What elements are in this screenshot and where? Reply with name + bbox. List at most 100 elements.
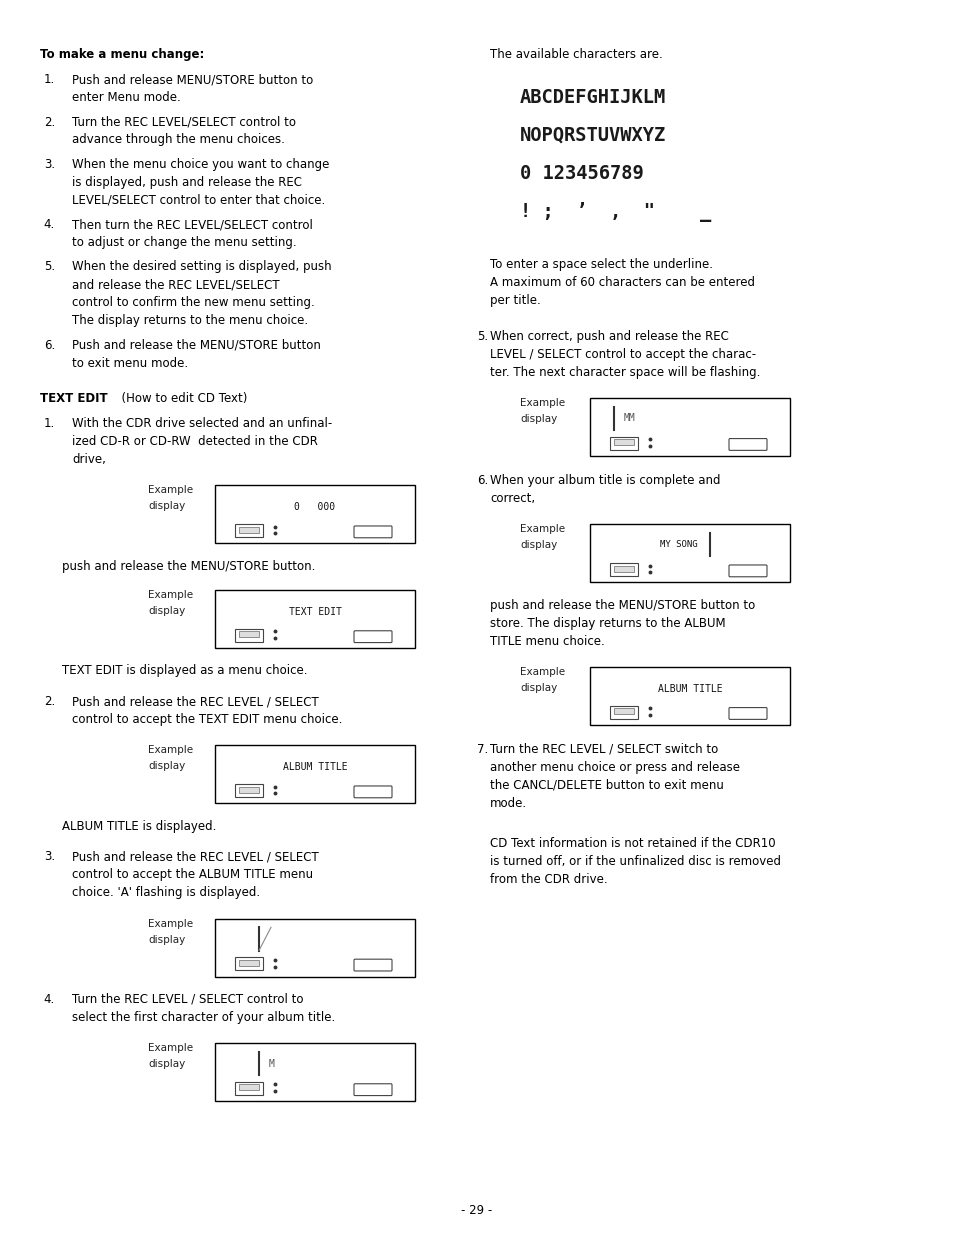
Text: Turn the REC LEVEL/SELECT control to: Turn the REC LEVEL/SELECT control to xyxy=(71,116,295,128)
Text: 5.: 5. xyxy=(476,330,488,342)
Text: the CANCL/DELETE button to exit menu: the CANCL/DELETE button to exit menu xyxy=(490,779,723,792)
Bar xyxy=(239,1084,258,1091)
Text: 4.: 4. xyxy=(44,993,55,1005)
Bar xyxy=(239,960,258,966)
Bar xyxy=(214,746,415,804)
Bar xyxy=(234,525,263,537)
Text: Then turn the REC LEVEL/SELECT control: Then turn the REC LEVEL/SELECT control xyxy=(71,219,313,231)
Text: advance through the menu choices.: advance through the menu choices. xyxy=(71,133,285,147)
Text: Push and release the MENU/STORE button: Push and release the MENU/STORE button xyxy=(71,338,320,352)
Text: 3.: 3. xyxy=(44,158,55,170)
Text: When the menu choice you want to change: When the menu choice you want to change xyxy=(71,158,329,170)
Text: display: display xyxy=(148,762,185,772)
Bar xyxy=(589,525,789,583)
Text: enter Menu mode.: enter Menu mode. xyxy=(71,91,180,104)
Text: TEXT EDIT: TEXT EDIT xyxy=(288,608,341,618)
Bar xyxy=(614,708,633,714)
Text: display: display xyxy=(148,501,185,511)
Text: ALBUM TITLE is displayed.: ALBUM TITLE is displayed. xyxy=(62,820,216,832)
Text: 6.: 6. xyxy=(476,474,488,487)
Text: 0 123456789: 0 123456789 xyxy=(519,163,643,183)
FancyBboxPatch shape xyxy=(728,564,766,577)
Text: 2.: 2. xyxy=(44,116,55,128)
Text: When the desired setting is displayed, push: When the desired setting is displayed, p… xyxy=(71,261,332,273)
Text: Example: Example xyxy=(519,525,564,535)
Text: M: M xyxy=(269,1058,274,1068)
Text: Push and release MENU/STORE button to: Push and release MENU/STORE button to xyxy=(71,73,313,86)
Text: To enter a space select the underline.: To enter a space select the underline. xyxy=(490,258,712,270)
Text: Example: Example xyxy=(519,398,564,408)
Bar xyxy=(234,1082,263,1095)
Text: 2.: 2. xyxy=(44,695,55,708)
Text: Turn the REC LEVEL / SELECT control to: Turn the REC LEVEL / SELECT control to xyxy=(71,993,303,1005)
Text: The display returns to the menu choice.: The display returns to the menu choice. xyxy=(71,315,308,327)
Text: mode.: mode. xyxy=(490,797,527,810)
Text: The available characters are.: The available characters are. xyxy=(490,48,662,61)
Text: ALBUM TITLE: ALBUM TITLE xyxy=(657,684,721,694)
Text: is displayed, push and release the REC: is displayed, push and release the REC xyxy=(71,175,302,189)
Text: to adjust or change the menu setting.: to adjust or change the menu setting. xyxy=(71,236,296,249)
Bar xyxy=(214,590,415,648)
Text: Example: Example xyxy=(148,485,193,495)
Text: ! ;  ’  ,  "    _: ! ; ’ , " _ xyxy=(519,201,711,221)
FancyBboxPatch shape xyxy=(354,526,392,537)
Text: choice. 'A' flashing is displayed.: choice. 'A' flashing is displayed. xyxy=(71,887,260,899)
Text: display: display xyxy=(148,1060,185,1070)
Text: Push and release the REC LEVEL / SELECT: Push and release the REC LEVEL / SELECT xyxy=(71,850,318,863)
Text: With the CDR drive selected and an unfinal-: With the CDR drive selected and an unfin… xyxy=(71,417,332,430)
Bar xyxy=(234,629,263,642)
FancyBboxPatch shape xyxy=(728,438,766,451)
Bar xyxy=(214,485,415,543)
Text: per title.: per title. xyxy=(490,294,540,306)
Text: 0   000: 0 000 xyxy=(294,503,335,513)
Bar xyxy=(614,440,633,445)
Text: display: display xyxy=(519,683,557,693)
Bar xyxy=(214,1044,415,1102)
Text: 5.: 5. xyxy=(44,261,55,273)
Text: A maximum of 60 characters can be entered: A maximum of 60 characters can be entere… xyxy=(490,275,754,289)
Text: When your album title is complete and: When your album title is complete and xyxy=(490,474,720,487)
Bar xyxy=(609,437,638,450)
Bar xyxy=(614,566,633,572)
Text: Example: Example xyxy=(519,667,564,677)
FancyBboxPatch shape xyxy=(354,960,392,971)
Text: Example: Example xyxy=(148,746,193,756)
Text: TITLE menu choice.: TITLE menu choice. xyxy=(490,635,604,647)
Text: is turned off, or if the unfinalized disc is removed: is turned off, or if the unfinalized dis… xyxy=(490,855,781,868)
Text: and release the REC LEVEL/SELECT: and release the REC LEVEL/SELECT xyxy=(71,278,279,291)
Text: ized CD-R or CD-RW  detected in the CDR: ized CD-R or CD-RW detected in the CDR xyxy=(71,435,317,448)
Text: drive,: drive, xyxy=(71,453,106,466)
Text: 7.: 7. xyxy=(476,743,488,756)
Bar xyxy=(239,526,258,532)
Text: LEVEL/SELECT control to enter that choice.: LEVEL/SELECT control to enter that choic… xyxy=(71,194,325,206)
Text: CD Text information is not retained if the CDR10: CD Text information is not retained if t… xyxy=(490,836,775,850)
Text: NOPQRSTUVWXYZ: NOPQRSTUVWXYZ xyxy=(519,126,665,144)
Bar xyxy=(234,784,263,797)
Bar xyxy=(239,631,258,637)
Text: display: display xyxy=(148,935,185,945)
Text: Example: Example xyxy=(148,1044,193,1053)
Text: display: display xyxy=(148,606,185,616)
Text: 4.: 4. xyxy=(44,219,55,231)
Text: to exit menu mode.: to exit menu mode. xyxy=(71,357,188,369)
Text: display: display xyxy=(519,414,557,424)
Text: ABCDEFGHIJKLM: ABCDEFGHIJKLM xyxy=(519,88,665,106)
Text: To make a menu change:: To make a menu change: xyxy=(40,48,204,61)
Text: control to accept the ALBUM TITLE menu: control to accept the ALBUM TITLE menu xyxy=(71,868,313,882)
Text: Push and release the REC LEVEL / SELECT: Push and release the REC LEVEL / SELECT xyxy=(71,695,318,708)
Text: LEVEL / SELECT control to accept the charac-: LEVEL / SELECT control to accept the cha… xyxy=(490,347,756,361)
FancyBboxPatch shape xyxy=(354,785,392,798)
Text: correct,: correct, xyxy=(490,492,535,505)
Text: Example: Example xyxy=(148,590,193,600)
Text: - 29 -: - 29 - xyxy=(461,1203,492,1216)
Text: another menu choice or press and release: another menu choice or press and release xyxy=(490,761,740,774)
Text: Turn the REC LEVEL / SELECT switch to: Turn the REC LEVEL / SELECT switch to xyxy=(490,743,718,756)
Text: select the first character of your album title.: select the first character of your album… xyxy=(71,1010,335,1024)
Bar xyxy=(609,706,638,719)
Text: Example: Example xyxy=(148,919,193,929)
FancyBboxPatch shape xyxy=(354,1084,392,1095)
Text: ter. The next character space will be flashing.: ter. The next character space will be fl… xyxy=(490,366,760,379)
Text: 1.: 1. xyxy=(44,417,55,430)
Text: ALBUM TITLE: ALBUM TITLE xyxy=(282,762,347,772)
Text: TEXT EDIT is displayed as a menu choice.: TEXT EDIT is displayed as a menu choice. xyxy=(62,664,307,678)
